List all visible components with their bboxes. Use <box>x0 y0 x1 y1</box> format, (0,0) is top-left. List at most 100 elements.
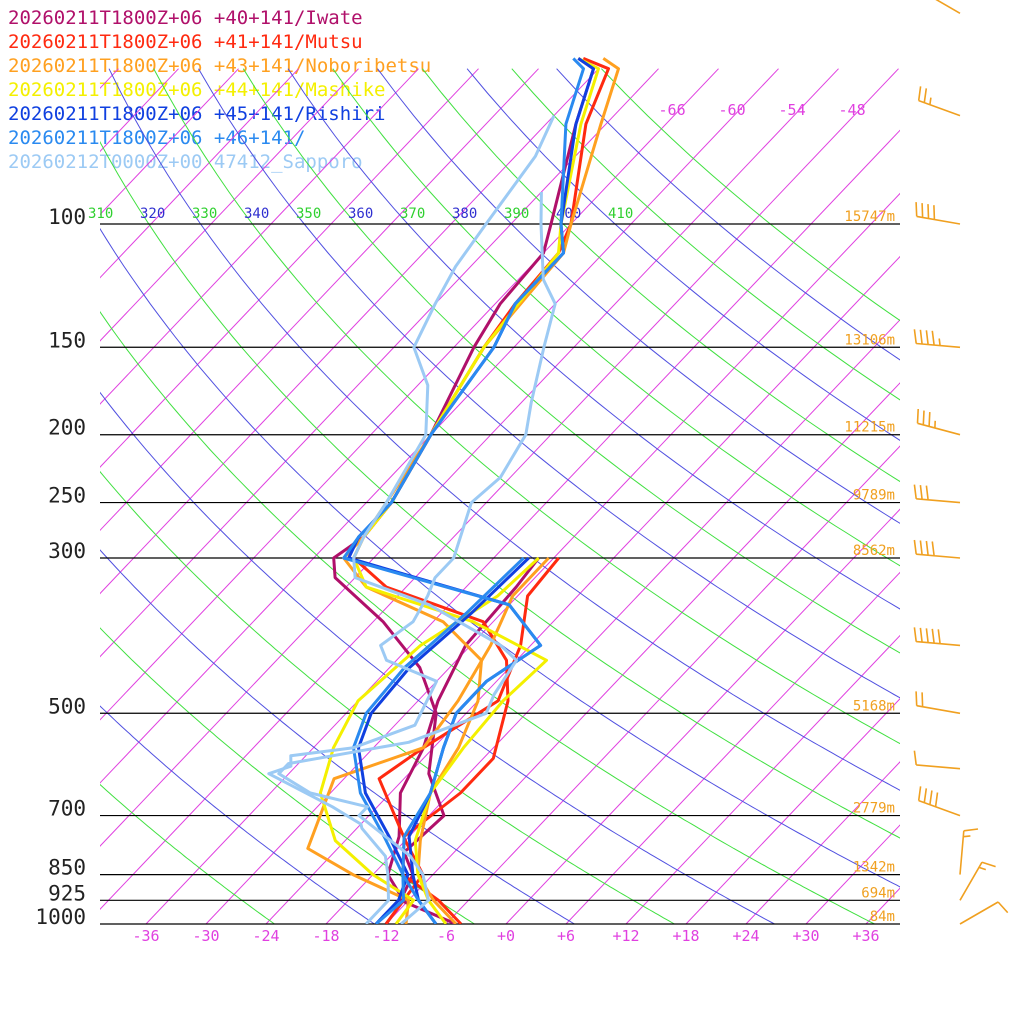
profile-line <box>377 557 560 924</box>
theta-label: 390 <box>504 206 529 222</box>
isotherm-line <box>986 69 1024 924</box>
wind-barb <box>913 484 961 504</box>
wind-barb <box>915 202 961 225</box>
wind-barb <box>959 901 1009 925</box>
legend: 20260211T1800Z+06 +40+141/Iwate 20260211… <box>8 6 431 174</box>
isotherm-line <box>100 68 419 405</box>
isotherm-line <box>100 68 599 595</box>
temperature-tick-label: +18 <box>672 927 699 945</box>
theta-label: 340 <box>244 206 269 222</box>
isotherm-line <box>926 69 1024 924</box>
pressure-label: 150 <box>48 328 86 352</box>
temperature-tick-label: -30 <box>192 927 219 945</box>
height-label: 11215m <box>844 420 895 436</box>
temperature-tick-label: -36 <box>132 927 159 945</box>
wind-barb-shaft <box>913 539 961 559</box>
theta-label: 310 <box>88 206 113 222</box>
temperature-tick-label: +30 <box>792 927 819 945</box>
dry-adiabat-line <box>242 68 900 654</box>
isotherm-line <box>325 319 900 924</box>
height-label: 9789m <box>853 488 895 504</box>
wind-barb <box>959 828 979 875</box>
profile-line <box>332 57 595 924</box>
profile-line <box>277 114 556 924</box>
isotherm-label: -66 <box>659 101 686 119</box>
wind-barb <box>959 861 996 901</box>
dry-adiabat-line <box>198 68 900 699</box>
pressure-label: 100 <box>48 205 86 229</box>
legend-entry-mashike: 20260211T1800Z+06 +44+141/Mashike <box>8 79 386 101</box>
wind-barb-shaft <box>959 828 979 875</box>
wind-barb-shaft <box>915 202 961 225</box>
temperature-tick-label: -24 <box>252 927 279 945</box>
isotherm-line <box>745 761 900 924</box>
wind-barb-shaft <box>913 329 961 349</box>
legend-entry-sapporo: 20260212T0000Z+00 47412_Sapporo <box>8 151 363 173</box>
temperature-tick-label: +24 <box>732 927 759 945</box>
height-label: 694m <box>861 885 895 901</box>
temperature-tick-label: +36 <box>852 927 879 945</box>
isotherm-label: -54 <box>779 101 806 119</box>
dry-adiabat-line <box>100 227 900 888</box>
wind-barb-shaft <box>913 484 961 504</box>
wind-barb <box>913 539 961 559</box>
isotherm-line <box>685 698 900 924</box>
pressure-label: 700 <box>48 797 86 821</box>
wind-barb <box>935 0 961 14</box>
wind-barb-shaft <box>915 691 961 715</box>
height-label: 15747m <box>844 209 895 225</box>
isotherm-line <box>100 68 359 342</box>
legend-entry-iwate: 20260211T1800Z+06 +40+141/Iwate <box>8 7 363 29</box>
dry-adiabat-line <box>100 140 900 839</box>
profile-line <box>352 556 525 924</box>
dry-adiabat-line <box>332 68 900 567</box>
wind-barb-shaft <box>935 0 961 14</box>
temperature-tick-label: -18 <box>312 927 339 945</box>
legend-entry-mutsu: 20260211T1800Z+06 +41+141/Mutsu <box>8 31 363 53</box>
pressure-label: 850 <box>48 856 86 880</box>
isotherm-label: -60 <box>719 101 746 119</box>
dry-adiabat-line <box>100 311 875 924</box>
dry-adiabat-line <box>287 68 900 610</box>
theta-label: 320 <box>140 206 165 222</box>
wind-barb <box>917 786 961 817</box>
wind-barb-shaft <box>959 901 1009 925</box>
wind-barb <box>915 691 961 715</box>
wind-barb <box>917 86 961 117</box>
profile-line <box>306 556 550 924</box>
height-label: 13106m <box>844 332 895 348</box>
pressure-label: 200 <box>48 416 86 440</box>
pressure-label: 250 <box>48 484 86 508</box>
isotherm-line <box>205 192 900 924</box>
isotherm-line <box>445 445 900 924</box>
temperature-tick-label: -6 <box>437 927 455 945</box>
wind-barb <box>913 750 961 770</box>
wind-barb-shaft <box>913 627 961 647</box>
legend-entry-noboribetsu: 20260211T1800Z+06 +43+141/Noboribetsu <box>8 55 432 77</box>
theta-label: 330 <box>192 206 217 222</box>
wind-barb-shaft <box>917 86 961 117</box>
profile-line <box>342 57 585 924</box>
dry-adiabat-line <box>601 68 900 322</box>
isotherm-line <box>805 824 900 924</box>
isotherm-line <box>100 68 719 721</box>
isotherm-line <box>100 68 179 153</box>
dry-adiabat-line <box>100 470 675 924</box>
isotherm-line <box>100 68 659 658</box>
profile-line <box>267 191 557 924</box>
theta-label: 360 <box>348 206 373 222</box>
height-label: 1342m <box>853 860 895 876</box>
wind-barb-shaft <box>959 861 996 901</box>
pressure-label: 500 <box>48 694 86 718</box>
height-label: 8562m <box>853 543 895 559</box>
dry-adiabat-line <box>100 783 275 924</box>
dry-adiabat-line <box>100 549 575 924</box>
isotherm-line <box>265 255 900 924</box>
legend-entry-rishiri: 20260211T1800Z+06 +45+141/Rishiri <box>8 103 386 125</box>
isotherm-line <box>100 68 899 910</box>
height-label: 2779m <box>853 801 895 817</box>
theta-label: 380 <box>452 206 477 222</box>
isotherm-line <box>625 634 900 924</box>
legend-entry-46n: 20260211T1800Z+06 +46+141/ <box>8 127 306 149</box>
